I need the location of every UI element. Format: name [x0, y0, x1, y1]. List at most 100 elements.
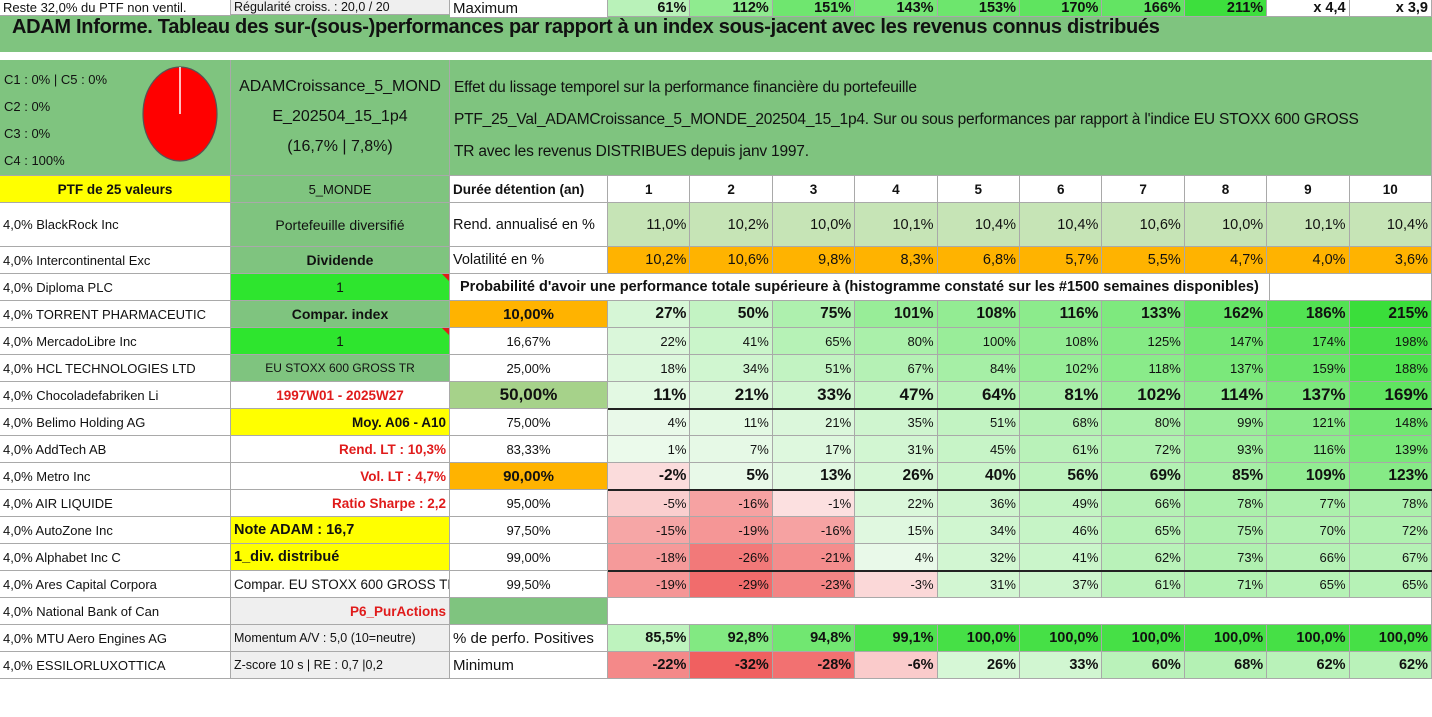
quantile-value: -19%: [690, 517, 773, 544]
quantile-value: 169%: [1349, 382, 1432, 409]
quantile-value: 77%: [1267, 490, 1350, 517]
quantile-value: 45%: [937, 436, 1020, 463]
holding-row[interactable]: 4,0% BlackRock Inc: [0, 203, 231, 247]
quantile-value: 47%: [855, 382, 938, 409]
regularity-label: Régularité croiss. : 20,0 / 20: [231, 0, 450, 15]
stat-value-positive: 100,0%: [1102, 625, 1185, 652]
quantile-value: 73%: [1184, 544, 1268, 571]
quantile-value: 108%: [1020, 328, 1103, 355]
composition-line: C2 : 0%: [4, 99, 51, 114]
holding-row[interactable]: 4,0% ESSILORLUXOTTICA: [0, 652, 231, 679]
holding-row[interactable]: 4,0% Belimo Holding AG: [0, 409, 231, 436]
quantile-value: -15%: [608, 517, 691, 544]
holding-row[interactable]: 4,0% Intercontinental Exc: [0, 247, 231, 274]
holding-row[interactable]: 4,0% Ares Capital Corpora: [0, 571, 231, 598]
holding-row[interactable]: 4,0% Metro Inc: [0, 463, 231, 490]
holding-row[interactable]: 4,0% MTU Aero Engines AG: [0, 625, 231, 652]
stat-value-minimum: -22%: [608, 652, 691, 679]
quantile-value: 159%: [1267, 355, 1350, 382]
row-separator: [608, 570, 1432, 572]
stat-value-positive: 92,8%: [690, 625, 773, 652]
quantile-value: -19%: [608, 571, 691, 598]
holding-row[interactable]: 4,0% TORRENT PHARMACEUTIC: [0, 301, 231, 328]
quantile-value: 188%: [1349, 355, 1432, 382]
holding-row[interactable]: 4,0% Chocoladefabriken Li: [0, 382, 231, 409]
quantile-value: 72%: [1102, 436, 1185, 463]
quantile-value: -26%: [690, 544, 773, 571]
holding-row[interactable]: 4,0% Alphabet Inc C: [0, 544, 231, 571]
quantile-value: 50%: [690, 301, 773, 328]
quantile-value: -29%: [690, 571, 773, 598]
quantile-value: 61%: [1020, 436, 1103, 463]
holding-row[interactable]: 4,0% Diploma PLC: [0, 274, 231, 301]
stat-value-maximum: 166%: [1102, 0, 1185, 17]
quantile-value: 67%: [1349, 544, 1432, 571]
quantile-value: 121%: [1267, 409, 1350, 436]
holding-row[interactable]: 4,0% AIR LIQUIDE: [0, 490, 231, 517]
quantile-value: 69%: [1102, 463, 1185, 490]
quantile-value: 215%: [1349, 301, 1432, 328]
momentum-label: Momentum A/V : 5,0 (10=neutre): [231, 625, 450, 652]
volatility-value: 10,6%: [690, 247, 773, 274]
stat-value-maximum: 112%: [690, 0, 773, 17]
comparison-index-label: Compar. EU STOXX 600 GROSS TR: [231, 571, 450, 598]
stat-value-minimum: 62%: [1267, 652, 1350, 679]
stat-value-maximum: x 3,9: [1349, 0, 1432, 17]
stat-value-maximum: 61%: [608, 0, 691, 17]
stat-value-maximum: x 4,4: [1267, 0, 1350, 17]
quantile-value: 174%: [1267, 328, 1350, 355]
profile-label: Portefeuille diversifié: [231, 203, 450, 247]
row-separator: [608, 408, 1432, 410]
holding-row[interactable]: 4,0% AddTech AB: [0, 436, 231, 463]
quantile-value: 7%: [690, 436, 773, 463]
quantile-value: 21%: [772, 409, 856, 436]
allocation-pie-icon: [142, 66, 218, 162]
composition-line: C3 : 0%: [4, 126, 51, 141]
quantile-value: 49%: [1020, 490, 1103, 517]
quantile-value: 80%: [1102, 409, 1185, 436]
holding-row[interactable]: 4,0% AutoZone Inc: [0, 517, 231, 544]
quantile-value: 27%: [608, 301, 691, 328]
quantile-value: -3%: [855, 571, 938, 598]
quantile-label: 99,50%: [450, 571, 608, 598]
quantile-value: 114%: [1184, 382, 1268, 409]
quantile-value: -16%: [690, 490, 773, 517]
year-header: 1: [608, 176, 691, 203]
stat-value-maximum: 151%: [772, 0, 856, 17]
holding-row[interactable]: 4,0% MercadoLibre Inc: [0, 328, 231, 355]
description-line: TR avec les revenus DISTRIBUES depuis ja…: [454, 143, 809, 160]
return-value: 10,1%: [855, 203, 938, 247]
long-term-volatility: Vol. LT : 4,7%: [231, 463, 450, 490]
volatility-value: 5,5%: [1102, 247, 1185, 274]
quantile-value: 109%: [1267, 463, 1350, 490]
holding-row[interactable]: 4,0% HCL TECHNOLOGIES LTD: [0, 355, 231, 382]
volatility-value: 4,7%: [1184, 247, 1268, 274]
description-line: Effet du lissage temporel sur la perform…: [454, 79, 917, 96]
return-value: 10,4%: [937, 203, 1020, 247]
row-separator: [608, 489, 1432, 491]
volatility-value: 9,8%: [772, 247, 856, 274]
stat-value-minimum: 33%: [1020, 652, 1103, 679]
quantile-value: 22%: [608, 328, 691, 355]
quantile-value: 102%: [1102, 382, 1185, 409]
stat-value-minimum: 68%: [1184, 652, 1268, 679]
stat-label-minimum: Minimum: [450, 652, 608, 679]
quantile-value: -23%: [772, 571, 856, 598]
quantile-value: 40%: [937, 463, 1020, 490]
ptf-label: PTF de 25 valeurs: [0, 176, 231, 203]
volatility-value: 10,2%: [608, 247, 691, 274]
volatility-label: Volatilité en %: [450, 247, 608, 274]
volatility-value: 8,3%: [855, 247, 938, 274]
quantile-value: 65%: [1267, 571, 1350, 598]
quantile-value: 139%: [1349, 436, 1432, 463]
quantile-value: 75%: [772, 301, 856, 328]
holding-row[interactable]: 4,0% National Bank of Can: [0, 598, 231, 625]
quantile-value: 22%: [855, 490, 938, 517]
quantile-value: 99%: [1184, 409, 1268, 436]
quantile-value: 34%: [937, 517, 1020, 544]
return-value: 10,2%: [690, 203, 773, 247]
sharpe-ratio: Ratio Sharpe : 2,2: [231, 490, 450, 517]
quantile-label: 16,67%: [450, 328, 608, 355]
description-panel: Effet du lissage temporel sur la perform…: [450, 60, 1432, 176]
holding-row[interactable]: Reste 32,0% du PTF non ventil.: [0, 0, 231, 16]
